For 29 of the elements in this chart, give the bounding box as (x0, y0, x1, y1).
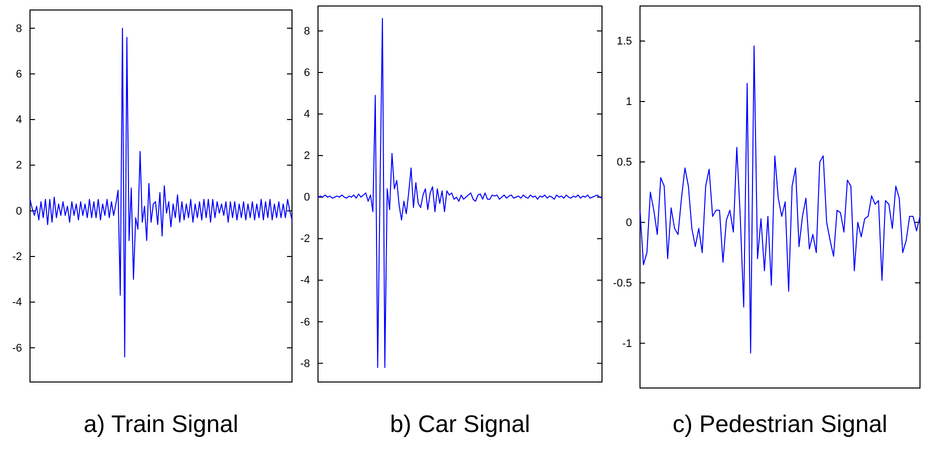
line-series (318, 18, 602, 368)
text: a) Train Signal (84, 411, 238, 438)
y-tick-label: 1.5 (616, 36, 632, 48)
y-tick-label: -4 (12, 296, 22, 309)
y-tick-label: -2 (12, 251, 22, 263)
line-series (30, 28, 292, 358)
y-tick-label: 0.5 (616, 156, 632, 168)
y-tick-label: -8 (300, 358, 310, 370)
y-tick-label: 2 (304, 150, 310, 162)
text: b) Car Signal (390, 411, 530, 438)
y-tick-label: 0 (626, 216, 632, 229)
y-tick-label: -6 (12, 342, 22, 354)
y-tick-label: 1 (626, 96, 632, 108)
y-tick-label: -2 (300, 233, 310, 246)
y-tick-label: 4 (16, 114, 22, 126)
text: c) Pedestrian Signal (672, 411, 888, 438)
y-tick-label: 8 (304, 25, 310, 38)
y-tick-label: 0 (304, 192, 310, 204)
y-tick-label: 0 (16, 205, 22, 218)
y-tick-label: 6 (16, 68, 22, 80)
y-tick-label: -4 (300, 274, 310, 287)
y-tick-label: 2 (16, 160, 22, 172)
line-series (640, 45, 920, 354)
y-tick-label: 6 (304, 66, 310, 79)
y-tick-label: -1 (622, 338, 632, 350)
y-tick-label: 8 (16, 22, 22, 35)
y-tick-label: -6 (300, 316, 310, 328)
y-tick-label: 4 (304, 108, 310, 121)
y-tick-label: -0.5 (613, 277, 632, 290)
